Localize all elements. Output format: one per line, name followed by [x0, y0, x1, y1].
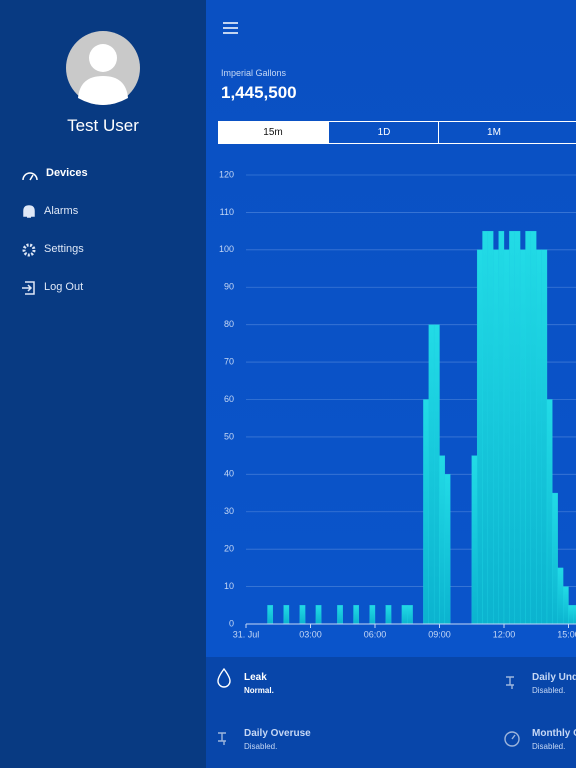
total: 1,445,500	[221, 83, 297, 102]
bar	[407, 605, 413, 625]
y-tick-label: 50	[224, 431, 234, 441]
status-state: Disabled.	[532, 686, 566, 695]
bar	[536, 249, 542, 625]
status-title: Daily Overuse	[244, 728, 311, 739]
bar	[514, 230, 521, 625]
status-state: Normal.	[244, 686, 274, 695]
y-tick-label: 40	[224, 469, 234, 479]
bar	[439, 455, 446, 625]
status-state: Disabled.	[244, 742, 278, 751]
y-tick-label: 90	[224, 282, 234, 292]
bar	[487, 230, 494, 625]
y-tick-label: 20	[224, 544, 234, 554]
bar	[557, 567, 564, 625]
bar	[267, 605, 274, 625]
bar	[283, 605, 290, 625]
x-tick-label: 15:00	[557, 629, 576, 639]
status-icons	[217, 667, 520, 747]
status-panel: Leak Normal. Daily Underuse Disabled. Da…	[206, 657, 576, 768]
x-tick-label: 09:00	[428, 629, 451, 639]
x-tick-label: 31. Jul	[233, 629, 260, 639]
bar	[476, 249, 483, 625]
bar	[471, 455, 478, 625]
bar	[568, 605, 575, 625]
y-tick-label: 70	[224, 356, 234, 366]
x-tick-label: 06:00	[364, 629, 387, 639]
y-tick-label: 80	[224, 319, 234, 329]
y-tick-label: 120	[219, 169, 234, 179]
menu-item[interactable]: Alarms	[44, 205, 79, 217]
bar	[525, 230, 532, 625]
bar	[444, 474, 451, 625]
status-title: Monthly Overuse	[532, 728, 576, 739]
bar	[552, 492, 558, 625]
bar	[546, 399, 553, 625]
menu-item[interactable]: Devices	[46, 167, 88, 179]
bar	[498, 230, 505, 625]
bar	[353, 605, 360, 625]
menu-item[interactable]: Log Out	[44, 281, 84, 293]
y-tick-label: 10	[224, 581, 234, 591]
menu-button[interactable]	[222, 21, 242, 37]
y-tick-label: 30	[224, 506, 234, 516]
bar	[433, 324, 440, 625]
bar	[385, 605, 392, 625]
y-tick-label: 60	[224, 394, 234, 404]
bar	[369, 605, 376, 625]
bar	[519, 249, 526, 625]
x-tick-label: 03:00	[299, 629, 322, 639]
bar	[315, 605, 322, 625]
sidebar: Test User Devices Alarms Settings Log Ou…	[0, 0, 206, 768]
bar	[493, 249, 499, 625]
tab[interactable]: 15m	[218, 122, 328, 144]
y-tick-label: 100	[219, 244, 234, 254]
bar	[423, 399, 429, 625]
status-title: Leak	[244, 672, 267, 683]
bar	[541, 249, 548, 625]
y-tick-label: 110	[220, 207, 234, 217]
tab[interactable]: 1M	[438, 122, 549, 144]
bar	[509, 230, 515, 625]
unit-label: Imperial Gallons	[221, 68, 287, 78]
y-tick-label: 0	[229, 618, 234, 628]
x-tick-label: 12:00	[493, 629, 516, 639]
menu-item[interactable]: Settings	[44, 243, 84, 255]
bar	[530, 230, 537, 625]
bar	[337, 605, 343, 625]
bar	[299, 605, 306, 625]
tab[interactable]: 1D	[328, 122, 439, 144]
status-title: Daily Underuse	[532, 672, 576, 683]
bar	[482, 230, 489, 625]
bar	[573, 605, 576, 625]
bar	[503, 249, 510, 625]
bar	[428, 324, 435, 625]
main: Imperial Gallons 1,445,500 15m 1D 1M 0 10…	[206, 0, 576, 768]
bar	[401, 605, 408, 625]
status-state: Disabled.	[532, 742, 566, 751]
sidebar-icons	[22, 31, 140, 295]
user-name: Test User	[67, 116, 139, 135]
bar	[562, 586, 569, 625]
chart: 0 10 20 30 40 50 60 70 80 90 100 110 120 31. Jul 03:00…	[219, 169, 576, 639]
